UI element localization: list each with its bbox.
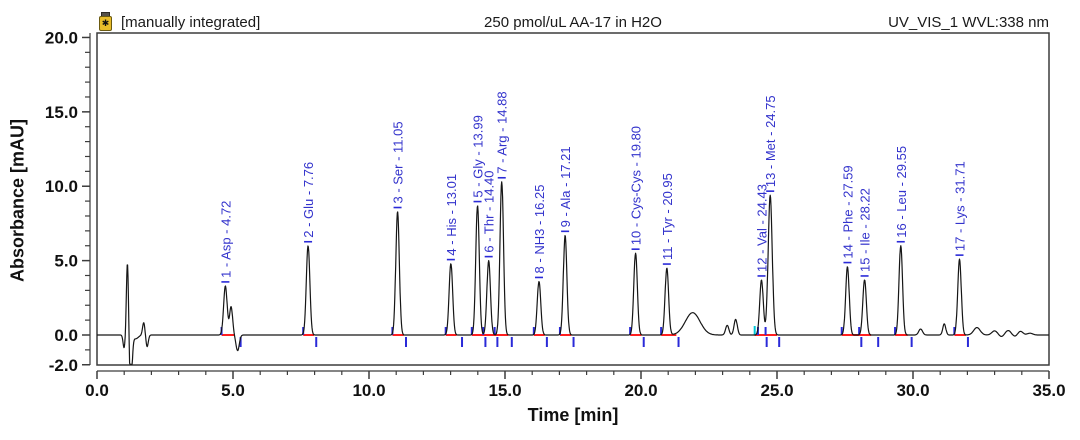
x-axis-title: Time [min] xyxy=(527,405,619,425)
x-tick-label: 5.0 xyxy=(221,381,245,400)
plot-border xyxy=(96,32,1050,366)
peak-label: 6 - Thr - 14.40 xyxy=(482,170,497,252)
vial-body xyxy=(99,16,112,31)
peak-label: 5 - Gly - 13.99 xyxy=(471,115,486,197)
peak-label: 16 - Leu - 29.55 xyxy=(894,146,909,238)
peak-label: 8 - NH3 - 16.25 xyxy=(532,185,547,274)
x-tick-label: 10.0 xyxy=(352,381,385,400)
sample-title: 250 pmol/uL AA-17 in H2O xyxy=(484,14,662,31)
peak-label: 11 - Tyr - 20.95 xyxy=(660,173,675,260)
peak-label: 3 - Ser - 11.05 xyxy=(391,121,406,203)
peak-label: 10 - Cys-Cys - 19.80 xyxy=(629,126,644,245)
peak-label: 9 - Ala - 17.21 xyxy=(558,146,573,227)
x-tick-label: 0.0 xyxy=(85,381,109,400)
peak-label: 15 - Ile - 28.22 xyxy=(858,188,873,272)
y-tick-label: 0.0 xyxy=(54,326,78,345)
vial-star-glyph: ✱ xyxy=(101,18,110,28)
chromatogram-trace xyxy=(96,181,1050,365)
y-tick-label: 10.0 xyxy=(45,177,78,196)
peak-label: 17 - Lys - 31.71 xyxy=(953,161,968,251)
peak-label: 7 - Arg - 14.88 xyxy=(495,91,510,173)
peak-label: 2 - Glu - 7.76 xyxy=(301,162,316,238)
peak-label: 13 - Met - 24.75 xyxy=(763,95,778,187)
x-tick-label: 15.0 xyxy=(488,381,521,400)
y-tick-label: -2.0 xyxy=(49,356,78,375)
y-tick-label: 20.0 xyxy=(45,28,78,47)
detector-channel-label: UV_VIS_1 WVL:338 nm xyxy=(888,14,1049,31)
peak-label: 1 - Asp - 4.72 xyxy=(218,201,233,278)
x-tick-label: 30.0 xyxy=(896,381,929,400)
manual-integration-annotation: [manually integrated] xyxy=(121,14,261,31)
x-tick-label: 25.0 xyxy=(760,381,793,400)
y-tick-label: 15.0 xyxy=(45,103,78,122)
peak-label: 14 - Phe - 27.59 xyxy=(840,165,855,258)
peak-label: 12 - Val - 24.43 xyxy=(754,184,769,272)
peak-label: 4 - His - 13.01 xyxy=(444,174,459,256)
sample-vial-icon: ✱ xyxy=(99,12,112,31)
x-tick-label: 20.0 xyxy=(624,381,657,400)
x-tick-label: 35.0 xyxy=(1032,381,1065,400)
y-tick-label: 5.0 xyxy=(54,252,78,271)
